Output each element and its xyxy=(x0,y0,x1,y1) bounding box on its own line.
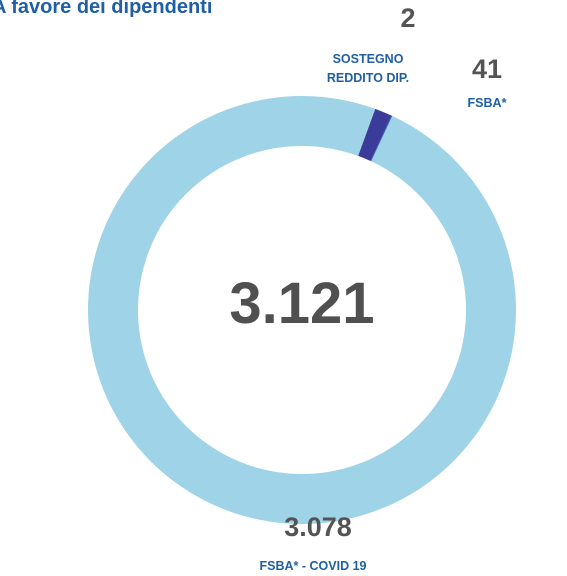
value-label: 3.078 xyxy=(284,512,352,542)
category-label: SOSTEGNO REDDITO DIP. xyxy=(326,52,410,85)
donut-segment xyxy=(370,115,393,162)
value-label: 41 xyxy=(471,54,503,84)
value-label: 2 xyxy=(400,3,416,33)
center-total: 3.121 xyxy=(229,271,375,336)
category-label: FSBA* xyxy=(467,96,507,110)
donut-segment xyxy=(358,108,392,162)
chart-title: A favore dei dipendenti xyxy=(0,0,213,18)
category-label: FSBA* - COVID 19 xyxy=(259,559,367,573)
